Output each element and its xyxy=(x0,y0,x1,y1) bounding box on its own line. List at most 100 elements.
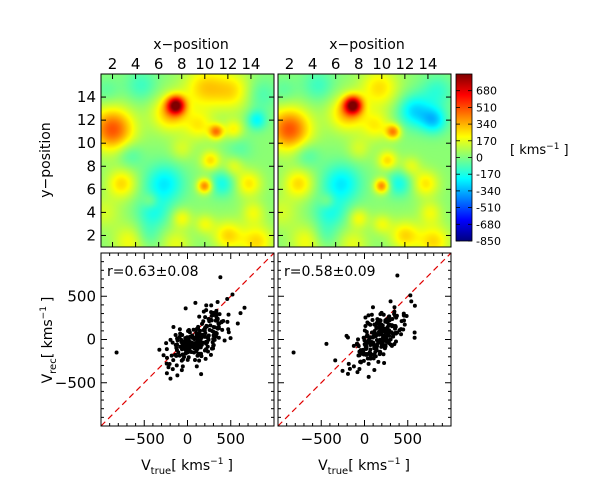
scatter-point xyxy=(378,349,383,354)
scatter-point xyxy=(384,339,389,344)
scatter-point xyxy=(192,346,197,351)
heatmap-xtick-label: 2 xyxy=(108,55,118,73)
scatter-point xyxy=(187,347,192,352)
scatter-point xyxy=(351,364,356,369)
top-xlabel-right: x−position xyxy=(329,37,404,53)
ylabel-left-v: V xyxy=(40,373,56,383)
scatter-point xyxy=(358,360,363,365)
heatmap-xtick-label: 6 xyxy=(331,55,341,73)
scatter-point xyxy=(208,352,213,357)
colorbar-tick-label: 170 xyxy=(476,135,497,148)
scatter-point xyxy=(206,316,211,321)
scatter-point xyxy=(226,330,231,335)
scatter-point xyxy=(175,342,180,347)
scatter-point xyxy=(164,355,169,360)
heatmap-ytick-label: 6 xyxy=(86,180,96,198)
scatter-point xyxy=(378,318,383,323)
scatter-point xyxy=(187,330,192,335)
scatter-point xyxy=(171,324,176,329)
scatter-point xyxy=(381,337,386,342)
velocity-map-right: 2 4 6 8 10 12 14 x−position xyxy=(277,37,452,248)
scatter-point xyxy=(178,344,183,349)
scatter-points-left xyxy=(114,275,247,381)
scatter-point xyxy=(377,329,382,334)
scatter-point xyxy=(205,349,210,354)
heatmap-xtick-label: 12 xyxy=(395,55,414,73)
colorbar-tick-label: 680 xyxy=(476,85,497,98)
scatter-point xyxy=(217,312,222,317)
scatter-point xyxy=(291,350,296,355)
scatter-point xyxy=(179,358,184,363)
scatter-point xyxy=(373,332,378,337)
scatter-point xyxy=(381,333,386,338)
scatter-ytick-label: 0 xyxy=(86,331,96,349)
scatter-point xyxy=(190,333,195,338)
scatter-point xyxy=(364,334,369,339)
scatter-point xyxy=(408,293,413,298)
xlabel-left-sub: true xyxy=(151,466,172,477)
colorbar-tick-label: 340 xyxy=(476,118,497,131)
scatter-point xyxy=(372,368,377,373)
scatter-xtick-label: −500 xyxy=(124,430,165,448)
scatter-point xyxy=(393,339,398,344)
heatmap-frame-right xyxy=(277,73,452,248)
scatter-ytick-label: 500 xyxy=(67,287,96,305)
scatter-point xyxy=(194,340,199,345)
scatter-point xyxy=(197,334,202,339)
colorbar-tick-label: -680 xyxy=(476,218,501,231)
scatter-point xyxy=(175,373,180,378)
scatter-point xyxy=(356,353,361,358)
scatter-point xyxy=(168,376,173,381)
scatter-point xyxy=(179,368,184,373)
correlation-annotation-right: r=0.58±0.09 xyxy=(284,264,376,280)
scatter-point xyxy=(164,341,169,346)
heatmap-ytick-label: 8 xyxy=(86,157,96,175)
scatter-point xyxy=(183,341,188,346)
scatter-point xyxy=(379,310,384,315)
scatter-point xyxy=(164,371,169,376)
heatmap-xtick-label: 10 xyxy=(195,55,214,73)
heatmap-ytick-label: 2 xyxy=(86,226,96,244)
scatter-points-right xyxy=(291,273,417,379)
scatter-point xyxy=(346,361,351,366)
scatter-ylabel-left: Vrec[ kms−1] xyxy=(39,297,59,384)
scatter-point xyxy=(209,303,214,308)
colorbar-tick-label: -170 xyxy=(476,168,501,181)
scatter-point xyxy=(357,367,362,372)
scatter-point xyxy=(401,313,406,318)
scatter-point xyxy=(211,343,216,348)
scatter-point xyxy=(387,322,392,327)
heatmap-xtick-label: 8 xyxy=(177,55,187,73)
colorbar-unit-text: [ kms xyxy=(510,143,546,158)
scatter-point xyxy=(202,348,207,353)
scatter-point xyxy=(193,300,198,305)
scatter-point xyxy=(392,305,397,310)
scatter-point xyxy=(183,351,188,356)
scatter-point xyxy=(196,344,201,349)
scatter-point xyxy=(393,326,398,331)
xlabel-left-unit: [ kms xyxy=(171,458,210,474)
ylabel-left-sub: rec xyxy=(48,358,59,374)
heatmap-xtick-label: 10 xyxy=(372,55,391,73)
scatter-point xyxy=(388,299,393,304)
scatter-point xyxy=(211,333,216,338)
scatter-point xyxy=(186,355,191,360)
scatter-point xyxy=(180,364,185,369)
scatter-point xyxy=(333,358,338,363)
scatter-xlabel-right: Vtrue[ kms−1] xyxy=(318,457,410,477)
scatter-point xyxy=(215,299,220,304)
heatmap-image-left xyxy=(101,74,274,247)
scatter-point xyxy=(370,305,375,310)
scatter-ticks-left: −500 0 500 −500 0 500 xyxy=(55,252,275,448)
colorbar-tick-label: -850 xyxy=(476,235,501,248)
scatter-ticks-right: −500 0 500 xyxy=(277,252,452,448)
heatmap-xtick-label: 4 xyxy=(131,55,141,73)
scatter-point xyxy=(383,326,388,331)
heatmap-xtick-label: 4 xyxy=(308,55,318,73)
scatter-point xyxy=(366,374,371,379)
scatter-point xyxy=(412,335,417,340)
scatter-point xyxy=(222,338,227,343)
heatmap-xtick-label: 2 xyxy=(285,55,295,73)
